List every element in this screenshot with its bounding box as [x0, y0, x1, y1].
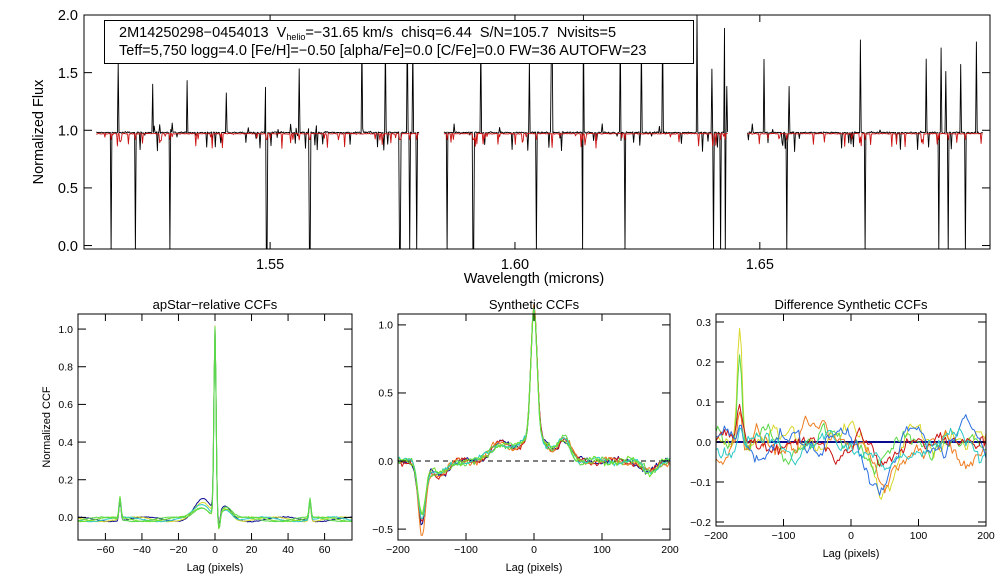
- synthetic-ccf-xtick-label: 100: [593, 544, 611, 556]
- apstar-ccf-xtick-label: 60: [319, 544, 331, 556]
- synthetic-ccf-visit-5: [397, 308, 671, 519]
- spectrum-ytick-label: 0.0: [58, 239, 78, 255]
- observed-spectrum-segment-3: [747, 39, 983, 249]
- spectrum-xtick-label: 1.55: [256, 257, 284, 273]
- model-spectrum-segment-2: [443, 132, 728, 149]
- difference-ccf-xtick-label: 200: [977, 530, 995, 542]
- apstar-ccf-ytick-label: 0.4: [58, 437, 73, 449]
- difference-ccf-visit-7: [715, 427, 987, 471]
- apstar-ccf-xtick-label: −40: [133, 544, 151, 556]
- apstar-ccf-ticks: −60 −40 −20 0 20 40 60 0.0 0.2 0.4 0.6 0.8 1.0: [58, 314, 352, 556]
- synthetic-ccf-ytick-label: 0.5: [378, 388, 393, 400]
- apstar-ccf-lines: [77, 325, 353, 530]
- spectrum-ytick-label: 2.0: [58, 8, 78, 24]
- difference-ccf-visit-5: [715, 403, 987, 467]
- spectrum-xtick-label: 1.60: [501, 257, 529, 273]
- synthetic-ccf-title: Synthetic CCFs: [489, 297, 580, 312]
- synthetic-ccf-xtick-label: 0: [531, 544, 537, 556]
- apstar-ccf-xtick-label: −20: [170, 544, 188, 556]
- difference-ccf-visit-4: [715, 411, 987, 494]
- difference-ccf-xtick-label: 0: [848, 530, 854, 542]
- chisq-value: chisq=6.44: [401, 25, 472, 41]
- apstar-ccf-ytick-label: 1.0: [58, 324, 73, 336]
- apstar-ccf-xlabel: Lag (pixels): [187, 562, 244, 574]
- difference-ccf-ytick-label: 0.2: [696, 357, 711, 369]
- apstar-ccf-xtick-label: 0: [212, 544, 218, 556]
- spectrum-xlabel: Wavelength (microns): [464, 271, 604, 287]
- difference-ccf-ytick-label: −0.2: [690, 517, 711, 529]
- difference-ccf-frame: [715, 313, 987, 527]
- difference-ccf-title: Difference Synthetic CCFs: [775, 297, 928, 312]
- model-spectrum-segment-3: [747, 132, 983, 148]
- difference-ccf-lines: [715, 327, 987, 500]
- spectrum-ytick-label: 1.5: [58, 66, 78, 82]
- difference-ccf-visit-2: [715, 327, 987, 500]
- nvisits-value: Nvisits=5: [556, 25, 617, 41]
- apstar-ccf-ytick-label: 0.0: [58, 512, 73, 524]
- vhelio-subscript: helio: [286, 32, 306, 42]
- difference-ccf-panel: −200 −100 0 100 200 −0.2 −0.1 0.0 0.1 0.2 0.3 Diff…: [690, 297, 995, 560]
- spectrum-clip-group: [96, 15, 983, 249]
- observed-spectrum-segment-1: [96, 22, 420, 249]
- observed-spectrum-segment-2: [443, 15, 729, 249]
- info-line-2: Teff=5,750 logg=4.0 [Fe/H]=−0.50 [alpha/…: [119, 43, 646, 59]
- spectrum-lines: [96, 15, 983, 249]
- synthetic-ccf-xtick-label: −100: [454, 544, 478, 556]
- star-info-box: 2M14250298−0454013 Vhelio=−31.65 km/s ch…: [104, 20, 694, 64]
- apstar-ccf-xtick-label: −60: [96, 544, 114, 556]
- synthetic-ccf-ytick-label: 0.0: [378, 456, 393, 468]
- vhelio-label: V: [276, 25, 287, 41]
- info-line-1: 2M14250298−0454013 Vhelio=−31.65 km/s ch…: [119, 25, 616, 45]
- spectrum-ticks: 1.55 1.60 1.65 0.0 0.5 1.0 1.5 2.0: [58, 8, 990, 273]
- vhelio-value: =−31.65 km/s: [305, 25, 394, 41]
- synthetic-ccf-visit-1: [397, 307, 671, 526]
- difference-ccf-xtick-label: −200: [704, 530, 728, 542]
- apstar-ccf-ytick-label: 0.2: [58, 475, 73, 487]
- synthetic-ccf-xlabel: Lag (pixels): [506, 562, 563, 574]
- spectrum-frame: [83, 14, 991, 250]
- difference-ccf-xtick-label: −100: [772, 530, 796, 542]
- synthetic-ccf-panel: −200 −100 0 100 200 −0.5 0.0 0.5 1.0 Synthetic C…: [372, 297, 679, 574]
- synthetic-ccf-xtick-label: 200: [661, 544, 679, 556]
- synthetic-ccf-visit-4: [397, 306, 671, 516]
- apstar-ccf-visit-3: [77, 329, 353, 529]
- synthetic-ccf-frame: [397, 313, 671, 541]
- apstar-ccf-ylabel: Normalized CCF: [41, 386, 53, 468]
- synthetic-ccf-visit-2: [397, 304, 671, 522]
- synthetic-ccf-ticks: −200 −100 0 100 200 −0.5 0.0 0.5 1.0: [372, 314, 679, 556]
- difference-ccf-visit-6: [715, 414, 987, 496]
- spectrum-ytick-label: 1.0: [58, 123, 78, 139]
- star-id: 2M14250298−0454013: [119, 25, 269, 41]
- apstar-ccf-title: apStar−relative CCFs: [153, 297, 278, 312]
- apstar-ccf-xtick-label: 40: [282, 544, 294, 556]
- difference-ccf-ytick-label: 0.3: [696, 317, 711, 329]
- synthetic-ccf-xtick-label: −200: [386, 544, 410, 556]
- synthetic-ccf-lines: [397, 303, 671, 536]
- spectrum-ytick-label: 0.5: [58, 181, 78, 197]
- difference-ccf-ytick-label: 0.0: [696, 437, 711, 449]
- apstar-ccf-ytick-label: 0.6: [58, 399, 73, 411]
- stellar-parameters: Teff=5,750 logg=4.0 [Fe/H]=−0.50 [alpha/…: [119, 43, 647, 59]
- difference-ccf-ticks: −200 −100 0 100 200 −0.2 −0.1 0.0 0.1 0.2 0.3: [690, 314, 995, 542]
- synthetic-ccf-ytick-label: 1.0: [378, 320, 393, 332]
- snr-value: S/N=105.7: [479, 25, 549, 41]
- spectrum-xtick-label: 1.65: [746, 257, 774, 273]
- apstar-ccf-ytick-label: 0.8: [58, 362, 73, 374]
- synthetic-ccf-ytick-label: −0.5: [372, 524, 393, 536]
- model-spectrum-segment-1: [96, 132, 420, 149]
- synthetic-ccf-visit-3: [397, 303, 671, 536]
- spectrum-panel: 1.55 1.60 1.65 0.0 0.5 1.0 1.5 2.0 Wavelength (…: [31, 8, 991, 287]
- difference-ccf-ytick-label: −0.1: [690, 477, 711, 489]
- synthetic-ccf-visit-6: [397, 309, 671, 515]
- difference-ccf-ytick-label: 0.1: [696, 397, 711, 409]
- difference-ccf-xlabel: Lag (pixels): [823, 548, 880, 560]
- apstar-ccf-visit-5: [77, 326, 353, 528]
- apstar-ccf-panel: −60 −40 −20 0 20 40 60 0.0 0.2 0.4 0.6 0.8 1.0 apSta…: [41, 297, 353, 574]
- difference-ccf-xtick-label: 100: [910, 530, 928, 542]
- apstar-ccf-xtick-label: 20: [246, 544, 258, 556]
- spectrum-ylabel: Normalized Flux: [31, 79, 47, 184]
